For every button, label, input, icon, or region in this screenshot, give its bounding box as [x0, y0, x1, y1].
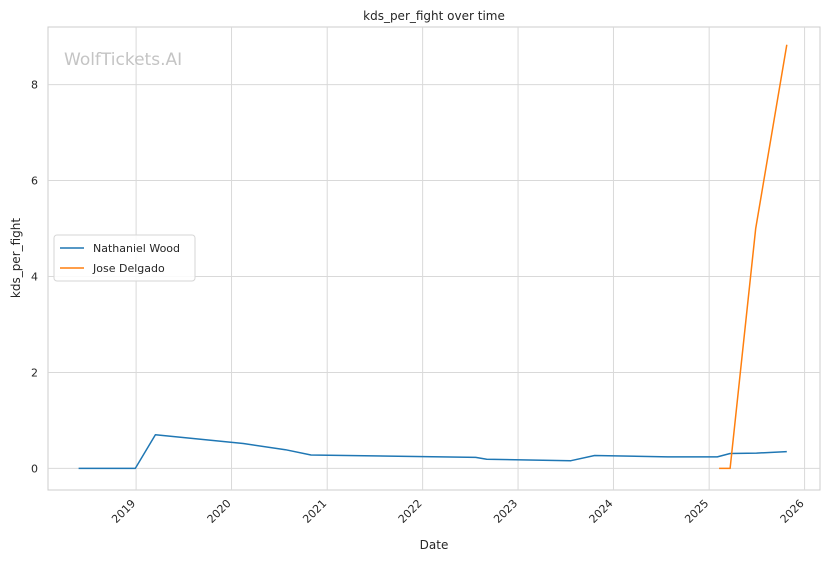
y-axis-label: kds_per_fight — [9, 218, 23, 299]
x-tick-label: 2020 — [205, 497, 234, 526]
legend: Nathaniel Wood Jose Delgado — [54, 235, 195, 281]
y-axis-ticks: 0 2 4 6 8 — [31, 79, 38, 476]
x-tick-label: 2021 — [300, 497, 329, 526]
y-tick-label: 6 — [31, 175, 38, 188]
x-tick-label: 2023 — [491, 497, 520, 526]
y-tick-label: 2 — [31, 366, 38, 379]
x-tick-label: 2025 — [682, 497, 711, 526]
x-axis-label: Date — [420, 538, 449, 552]
y-tick-label: 4 — [31, 270, 38, 283]
legend-label-nathaniel-wood: Nathaniel Wood — [93, 242, 180, 255]
chart-title: kds_per_fight over time — [363, 9, 505, 23]
x-tick-label: 2024 — [587, 497, 616, 526]
x-tick-label: 2022 — [396, 497, 425, 526]
y-tick-label: 8 — [31, 79, 38, 92]
legend-label-jose-delgado: Jose Delgado — [92, 262, 165, 275]
x-tick-label: 2019 — [109, 497, 138, 526]
x-tick-label: 2026 — [778, 497, 807, 526]
y-tick-label: 0 — [31, 462, 38, 475]
x-axis-ticks: 2019 2020 2021 2022 2023 2024 2025 2026 — [109, 497, 806, 526]
watermark: WolfTickets.AI — [64, 50, 182, 70]
